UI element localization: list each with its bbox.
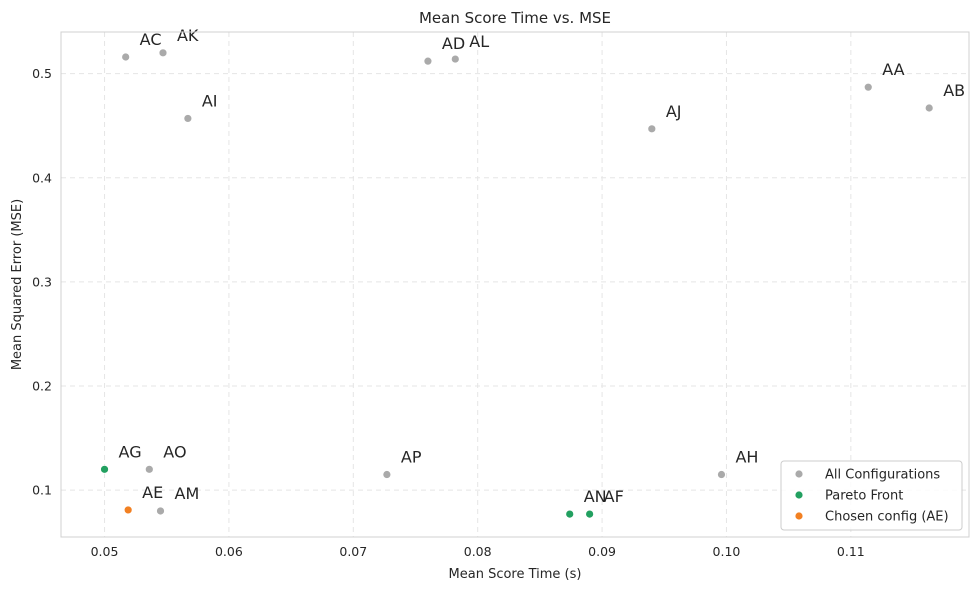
x-tick-label: 0.09 [588, 544, 616, 559]
x-tick-label: 0.07 [339, 544, 367, 559]
point-label-ad: AD [442, 34, 465, 53]
plot-frame [60, 31, 970, 538]
point-ah [717, 470, 726, 479]
point-ad [423, 56, 433, 66]
point-label-al: AL [469, 32, 489, 51]
y-axis-label: Mean Squared Error (MSE) [10, 199, 25, 370]
y-tick-label: 0.4 [32, 170, 52, 185]
y-tick-labels: 0.1 0.2 0.3 0.4 0.5 [32, 66, 52, 497]
x-tick-labels: 0.05 0.06 0.07 0.08 0.09 0.10 0.11 [91, 544, 865, 559]
point-label-ak: AK [177, 26, 199, 45]
legend-label-chosen-config-ae: Chosen config (AE) [825, 510, 949, 525]
chart-title: Mean Score Time vs. MSE [419, 9, 611, 27]
point-label-ab: AB [943, 81, 965, 100]
point-am [156, 506, 165, 516]
legend-marker-all-configurations [794, 469, 804, 479]
y-tick-label: 0.2 [32, 379, 52, 394]
point-ac [121, 52, 131, 62]
x-tick-label: 0.08 [464, 544, 492, 559]
data-points [100, 48, 934, 519]
point-label-ae: AE [142, 483, 163, 502]
point-label-ac: AC [140, 30, 162, 49]
point-aa [863, 82, 873, 92]
point-label-aa: AA [882, 60, 904, 79]
point-label-aj: AJ [666, 102, 682, 121]
x-tick-label: 0.05 [91, 544, 119, 559]
point-ap [382, 470, 392, 479]
point-label-am: AM [175, 484, 200, 503]
point-ao [144, 464, 154, 474]
point-label-ap: AP [401, 448, 422, 467]
y-tick-label: 0.1 [32, 483, 52, 498]
point-al [450, 54, 460, 64]
gridlines [61, 32, 969, 537]
y-tick-label: 0.5 [32, 66, 52, 81]
legend-box [780, 460, 963, 531]
legend-marker-pareto-front [794, 490, 804, 500]
point-aj [647, 124, 657, 134]
point-label-ag: AG [119, 442, 142, 461]
x-axis-label: Mean Score Time (s) [449, 567, 582, 582]
legend: All Configurations Pareto Front Chosen con… [780, 460, 963, 531]
x-tick-label: 0.11 [837, 544, 865, 559]
legend-label-pareto-front: Pareto Front [825, 489, 903, 504]
point-ag [100, 464, 109, 474]
point-ab [924, 103, 934, 113]
point-label-ai: AI [202, 91, 218, 110]
legend-marker-chosen-config-ae [794, 511, 804, 521]
point-ae [123, 505, 133, 515]
point-label-ah: AH [735, 448, 758, 467]
point-af [585, 509, 595, 519]
point-label-an: AN [584, 487, 607, 506]
point-label-af: AF [604, 487, 624, 506]
point-ak [158, 48, 168, 58]
point-label-ao: AO [163, 442, 186, 461]
point-ai [183, 114, 193, 123]
x-tick-label: 0.06 [215, 544, 243, 559]
x-tick-label: 0.10 [713, 544, 741, 559]
point-an [565, 509, 575, 519]
y-tick-label: 0.3 [32, 274, 52, 289]
legend-label-all-configurations: All Configurations [825, 468, 940, 483]
